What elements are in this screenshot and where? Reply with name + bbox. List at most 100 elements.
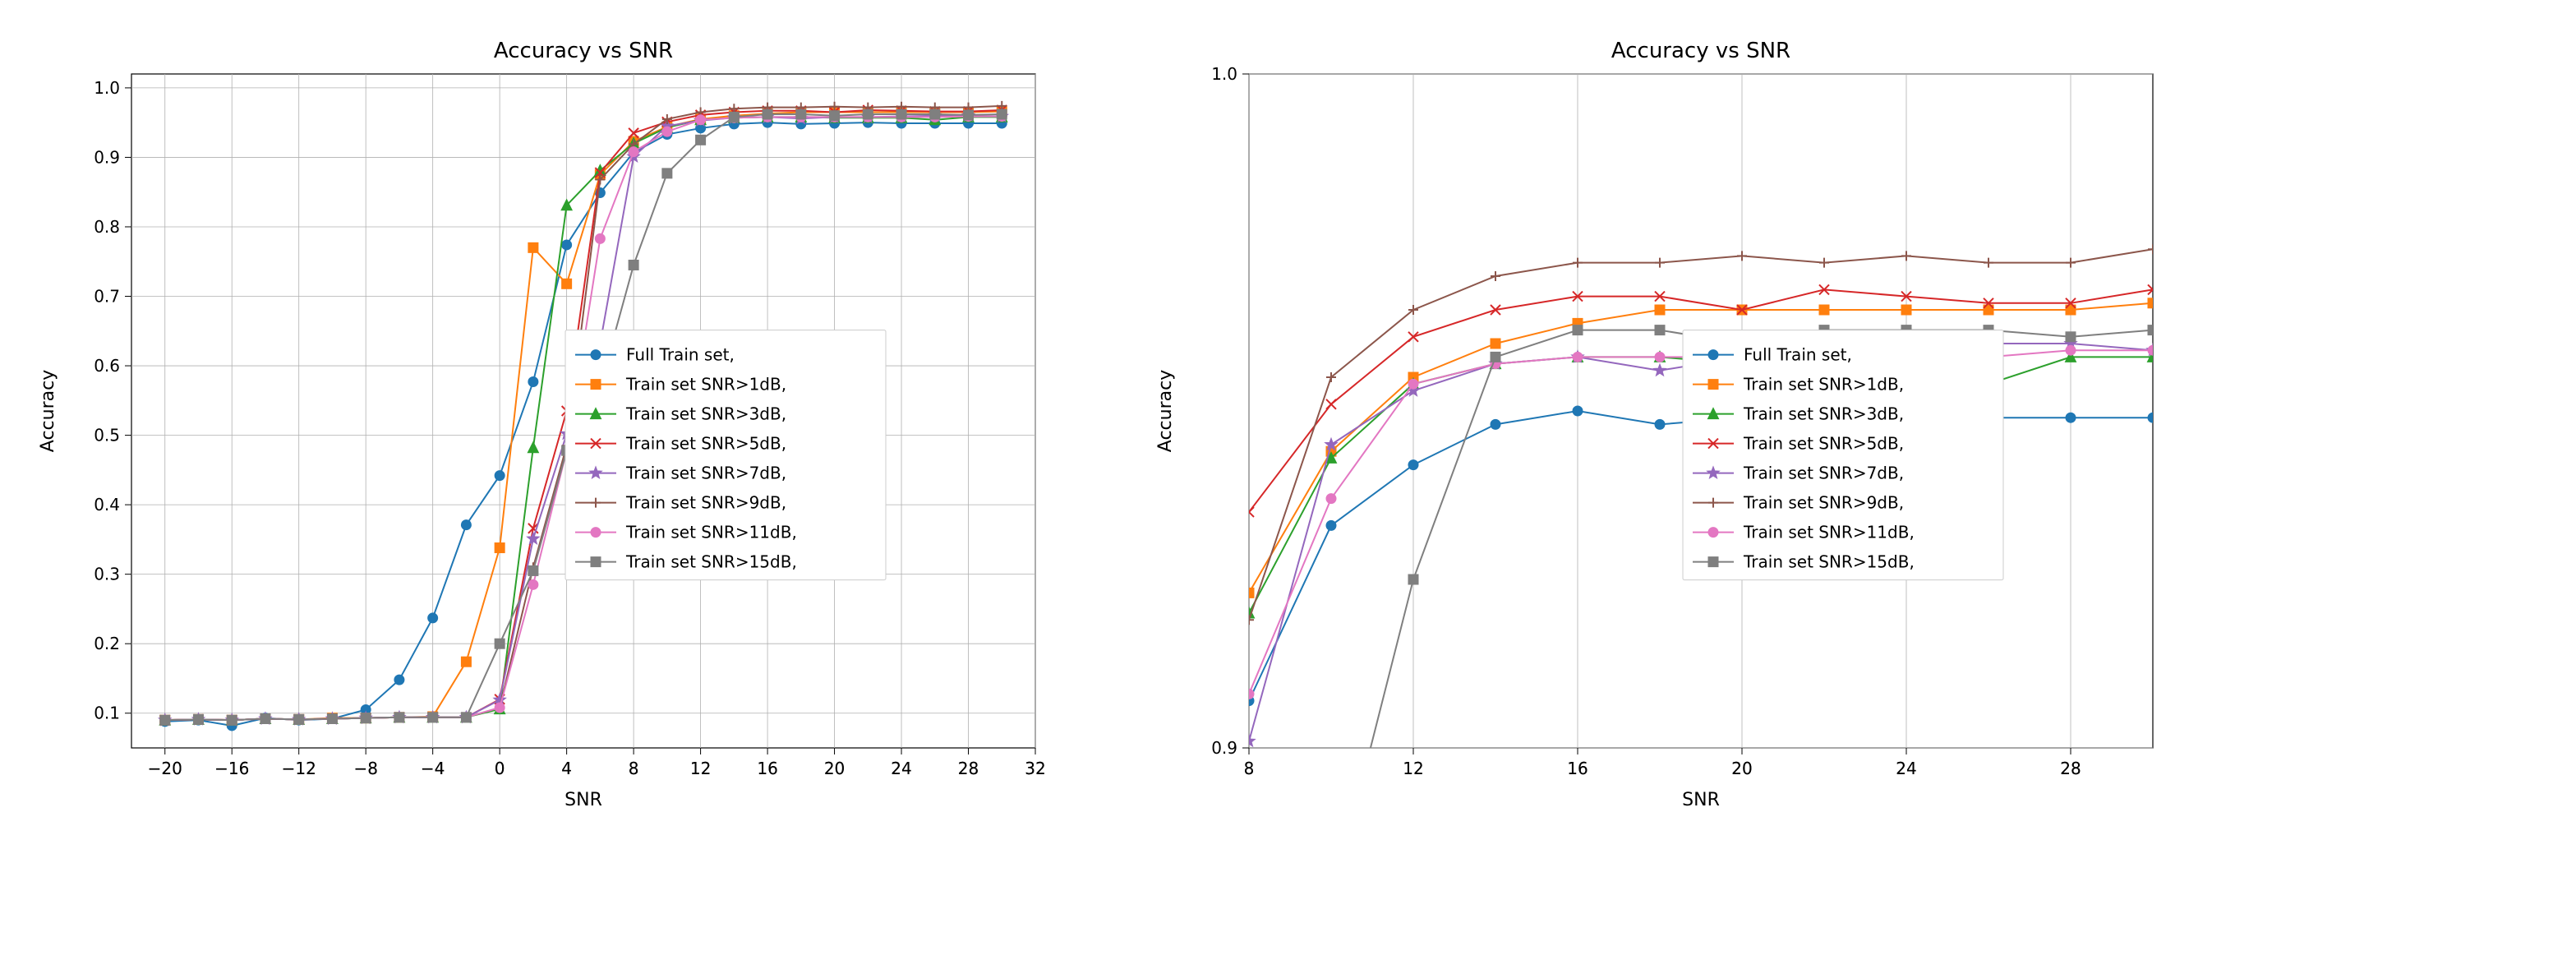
ytick-label: 0.3: [94, 565, 120, 584]
left_chart-legend-box: [565, 330, 886, 580]
xtick-label: 12: [1403, 759, 1423, 778]
xtick-label: 8: [629, 759, 639, 778]
right_chart-series-7-marker: [1573, 325, 1583, 335]
xtick-label: 20: [824, 759, 845, 778]
left_chart-series-0-marker: [461, 520, 471, 530]
right_chart-series-1-marker: [1819, 305, 1829, 315]
left_chart-series-6-marker: [595, 233, 605, 243]
xtick-label: 0: [495, 759, 505, 778]
left_chart-legend-label-3: Train set SNR>5dB,: [625, 434, 786, 454]
right_chart-legend-label-0: Full Train set,: [1744, 345, 1852, 365]
xtick-label: −12: [282, 759, 316, 778]
left_chart-legend-label-4: Train set SNR>7dB,: [625, 464, 786, 483]
right_chart-legend-label-4: Train set SNR>7dB,: [1743, 464, 1904, 483]
left_chart-series-7-marker: [763, 109, 772, 119]
left_chart-ylabel: Accuracy: [38, 370, 58, 452]
ytick-label: 0.2: [94, 634, 120, 653]
legend-marker: [1708, 528, 1718, 538]
left_chart-series-7-marker: [160, 715, 170, 725]
ytick-label: 0.7: [94, 287, 120, 307]
legend-marker: [591, 557, 601, 567]
legend-marker: [1708, 350, 1718, 360]
left_chart-series-6-marker: [696, 115, 706, 125]
right_chart-series-1-marker: [1655, 305, 1665, 315]
xtick-label: 28: [958, 759, 979, 778]
left_chart-title: Accuracy vs SNR: [494, 39, 673, 63]
left_chart-series-7-marker: [461, 713, 471, 722]
right_chart-series-6-marker: [1408, 379, 1418, 389]
right_chart-series-0-marker: [1491, 419, 1500, 429]
right_chart-legend-label-2: Train set SNR>3dB,: [1743, 404, 1904, 424]
right_chart-series-6-marker: [1326, 494, 1336, 504]
right_chart-series-7-marker: [2148, 325, 2158, 335]
legend-marker: [591, 350, 601, 360]
xtick-label: 20: [1731, 759, 1752, 778]
left_chart-series-7-marker: [361, 713, 371, 723]
legend-marker: [1708, 557, 1718, 567]
left_chart-series-7-marker: [394, 713, 404, 722]
right_chart-series-7-marker: [2066, 332, 2076, 342]
ytick-label: 1.0: [94, 78, 120, 98]
right_chart-series-7-marker: [1408, 574, 1418, 584]
left_chart-series-7-marker: [729, 112, 739, 122]
right-chart-container: 81216202428812162024280.91.0Accuracy vs …: [1134, 16, 2186, 830]
left_chart-series-1-marker: [562, 279, 572, 288]
right_chart-series-6-marker: [2148, 345, 2158, 355]
left_chart-series-7-marker: [830, 111, 840, 121]
left_chart-series-7-marker: [428, 713, 438, 722]
right-chart-svg: 81216202428812162024280.91.0Accuracy vs …: [1134, 16, 2186, 830]
left_chart-series-7-marker: [896, 109, 906, 119]
xtick-label: 24: [1896, 759, 1916, 778]
left_chart-series-6-marker: [495, 703, 505, 713]
right_chart-series-7-marker: [1655, 325, 1665, 335]
left_chart-series-7-marker: [227, 715, 237, 725]
left_chart-legend-label-2: Train set SNR>3dB,: [625, 404, 786, 424]
right_chart-series-0-marker: [1408, 460, 1418, 470]
right_chart-series-0-marker: [2148, 413, 2158, 422]
left_chart-series-7-marker: [260, 713, 270, 723]
left_chart-series-0-marker: [428, 613, 438, 623]
right_chart-legend-label-6: Train set SNR>11dB,: [1743, 523, 1915, 542]
right_chart-series-6-marker: [1244, 689, 1254, 699]
xtick-label: 12: [690, 759, 711, 778]
left_chart-series-1-marker: [528, 242, 538, 252]
right_chart-series-6-marker: [1655, 352, 1665, 362]
xtick-label: 4: [561, 759, 572, 778]
xtick-label: 32: [1025, 759, 1045, 778]
left_chart-series-0-marker: [528, 376, 538, 386]
right_chart-series-0-marker: [1655, 419, 1665, 429]
left_chart-series-7-marker: [796, 109, 806, 119]
ytick-label: 0.9: [1211, 738, 1237, 758]
right_chart-series-0-marker: [1573, 406, 1583, 416]
right_chart-series-0-marker: [2066, 413, 2076, 422]
left_chart-series-7-marker: [662, 168, 672, 178]
left_chart-series-7-marker: [327, 713, 337, 723]
left_chart-series-6-marker: [528, 579, 538, 589]
left_chart-series-0-marker: [562, 240, 572, 250]
left_chart-legend-label-5: Train set SNR>9dB,: [625, 493, 786, 513]
left-chart-svg: −20−16−12−8−4048121620242832−20−16−12−8−…: [16, 16, 1068, 830]
right_chart-legend-label-3: Train set SNR>5dB,: [1743, 434, 1904, 454]
right_chart-series-6-marker: [1573, 352, 1583, 362]
left_chart-series-1-marker: [495, 543, 505, 553]
left_chart-series-7-marker: [294, 714, 304, 724]
right_chart-legend-label-5: Train set SNR>9dB,: [1743, 493, 1904, 513]
left_chart-series-7-marker: [629, 260, 638, 270]
ytick-label: 0.9: [94, 147, 120, 167]
xtick-label: 8: [1244, 759, 1255, 778]
right_chart-legend-box: [1683, 330, 2003, 580]
left_chart-series-7-marker: [193, 714, 203, 724]
left_chart-xlabel: SNR: [565, 790, 602, 810]
ytick-label: 0.8: [94, 217, 120, 237]
right_chart-series-7-marker: [1491, 352, 1500, 362]
left_chart-series-6-marker: [629, 147, 638, 157]
left_chart-series-1-marker: [461, 657, 471, 667]
left_chart-legend-label-1: Train set SNR>1dB,: [625, 375, 786, 395]
right_chart-series-1-marker: [2148, 298, 2158, 308]
ytick-label: 0.1: [94, 704, 120, 723]
left_chart-series-7-marker: [863, 109, 873, 119]
left_chart-legend-label-7: Train set SNR>15dB,: [625, 552, 797, 572]
left_chart-series-7-marker: [930, 109, 940, 119]
legend-marker: [591, 528, 601, 538]
left_chart-series-6-marker: [662, 127, 672, 136]
